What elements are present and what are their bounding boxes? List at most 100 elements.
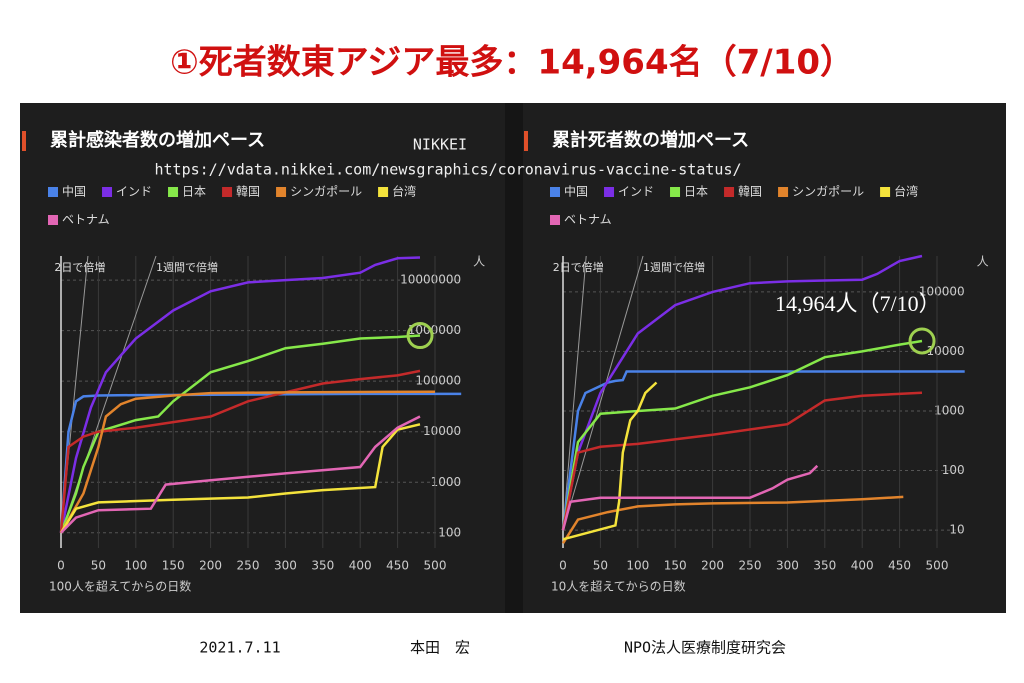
x-tick-label: 50 bbox=[91, 559, 106, 573]
legend-swatch bbox=[778, 187, 789, 197]
x-tick-label: 150 bbox=[664, 559, 687, 573]
series-line bbox=[59, 390, 436, 534]
series-line bbox=[561, 464, 819, 531]
legend-swatch bbox=[724, 187, 735, 197]
legend-label: 中国 bbox=[564, 184, 588, 199]
annotation: 14,964人（7/10） bbox=[775, 291, 941, 316]
y-tick-label: 10000 bbox=[423, 424, 461, 438]
x-tick-label: 450 bbox=[888, 559, 911, 573]
legend-label: インド bbox=[618, 185, 654, 199]
reference-label: 1週間で倍増 bbox=[156, 260, 218, 274]
legend-swatch bbox=[604, 187, 615, 197]
x-tick-label: 250 bbox=[739, 559, 762, 573]
series-line bbox=[561, 370, 965, 531]
reference-line bbox=[562, 255, 644, 531]
legend-label: ベトナム bbox=[62, 213, 110, 227]
x-tick-label: 500 bbox=[926, 559, 949, 573]
chart-title: 累計感染者数の増加ペース bbox=[50, 129, 265, 151]
reference-label: 2日で倍増 bbox=[553, 260, 604, 274]
legend-swatch bbox=[48, 215, 58, 225]
legend-label: 日本 bbox=[684, 185, 708, 199]
y-tick-label: 10 bbox=[949, 523, 964, 537]
series-line bbox=[561, 391, 923, 531]
x-tick-label: 100 bbox=[124, 559, 147, 573]
x-tick-label: 200 bbox=[199, 559, 222, 573]
legend-label: シンガポール bbox=[290, 185, 362, 199]
legend-label: 台湾 bbox=[894, 184, 918, 199]
footer-date: 2021.7.11 bbox=[199, 639, 280, 657]
footer-organization: NPO法人医療制度研究会 bbox=[624, 639, 786, 657]
x-tick-label: 300 bbox=[776, 559, 799, 573]
panel-separator bbox=[505, 103, 523, 613]
series-line bbox=[59, 256, 421, 534]
y-tick-label: 10000000 bbox=[400, 273, 461, 287]
unit-label: 人 bbox=[977, 255, 989, 269]
series-line bbox=[561, 339, 923, 531]
title-accent bbox=[22, 131, 26, 151]
y-tick-label: 1000000 bbox=[408, 323, 461, 337]
x-axis-label: 100人を超えてからの日数 bbox=[49, 579, 191, 594]
x-tick-label: 150 bbox=[162, 559, 185, 573]
y-tick-label: 100 bbox=[942, 463, 965, 477]
x-tick-label: 300 bbox=[274, 559, 297, 573]
x-tick-label: 450 bbox=[386, 559, 409, 573]
title-accent bbox=[524, 131, 528, 151]
series-line bbox=[561, 254, 923, 531]
unit-label: 人 bbox=[473, 255, 485, 269]
x-axis-label: 10人を超えてからの日数 bbox=[551, 579, 686, 594]
y-tick-label: 10000 bbox=[926, 344, 964, 358]
legend-swatch bbox=[378, 187, 389, 197]
chart-title: 累計死者数の増加ペース bbox=[552, 129, 749, 151]
legend-swatch bbox=[276, 187, 287, 197]
legend-label: 日本 bbox=[182, 185, 206, 199]
legend-label: 台湾 bbox=[392, 184, 416, 199]
legend-label: 韓国 bbox=[738, 185, 762, 199]
x-tick-label: 100 bbox=[626, 559, 649, 573]
highlight-circle bbox=[908, 327, 936, 355]
y-tick-label: 100000 bbox=[919, 284, 965, 298]
y-tick-label: 100 bbox=[438, 525, 461, 539]
series-line bbox=[59, 423, 421, 534]
y-tick-label: 100000 bbox=[415, 374, 461, 388]
legend-swatch bbox=[222, 187, 233, 197]
reference-label: 1週間で倍増 bbox=[643, 260, 705, 274]
footer-author: 本田 宏 bbox=[410, 639, 470, 657]
x-tick-label: 0 bbox=[57, 559, 65, 573]
legend-label: ベトナム bbox=[564, 213, 612, 227]
x-tick-label: 350 bbox=[311, 559, 334, 573]
x-tick-label: 400 bbox=[851, 559, 874, 573]
source-name: NIKKEI bbox=[413, 136, 467, 154]
series-line bbox=[59, 334, 421, 534]
x-tick-label: 350 bbox=[813, 559, 836, 573]
legend-label: 中国 bbox=[62, 184, 86, 199]
source-url: https://vdata.nikkei.com/newsgraphics/co… bbox=[155, 161, 742, 179]
legend-swatch bbox=[670, 187, 681, 197]
series-line bbox=[562, 381, 658, 541]
series-line bbox=[59, 369, 421, 533]
x-tick-label: 200 bbox=[701, 559, 724, 573]
reference-line bbox=[562, 255, 587, 531]
series-line bbox=[561, 495, 904, 544]
x-tick-label: 250 bbox=[237, 559, 260, 573]
x-tick-label: 50 bbox=[593, 559, 608, 573]
series-line bbox=[60, 415, 421, 534]
legend-label: インド bbox=[116, 185, 152, 199]
slide-title: ①死者数東アジア最多：14,964名（7/10） bbox=[170, 43, 854, 83]
legend-swatch bbox=[880, 187, 891, 197]
y-tick-label: 1000 bbox=[431, 475, 462, 489]
legend-swatch bbox=[48, 187, 58, 197]
reference-label: 2日で倍増 bbox=[54, 260, 105, 274]
x-tick-label: 500 bbox=[424, 559, 447, 573]
series-line bbox=[59, 392, 462, 533]
x-tick-label: 0 bbox=[559, 559, 567, 573]
legend-label: 韓国 bbox=[236, 185, 260, 199]
legend-swatch bbox=[550, 187, 560, 197]
highlight-circle bbox=[406, 322, 434, 350]
x-tick-label: 400 bbox=[349, 559, 372, 573]
legend-label: シンガポール bbox=[792, 185, 864, 199]
legend-swatch bbox=[550, 215, 560, 225]
y-tick-label: 1000 bbox=[934, 403, 965, 417]
legend-swatch bbox=[168, 187, 179, 197]
legend-swatch bbox=[102, 187, 113, 197]
